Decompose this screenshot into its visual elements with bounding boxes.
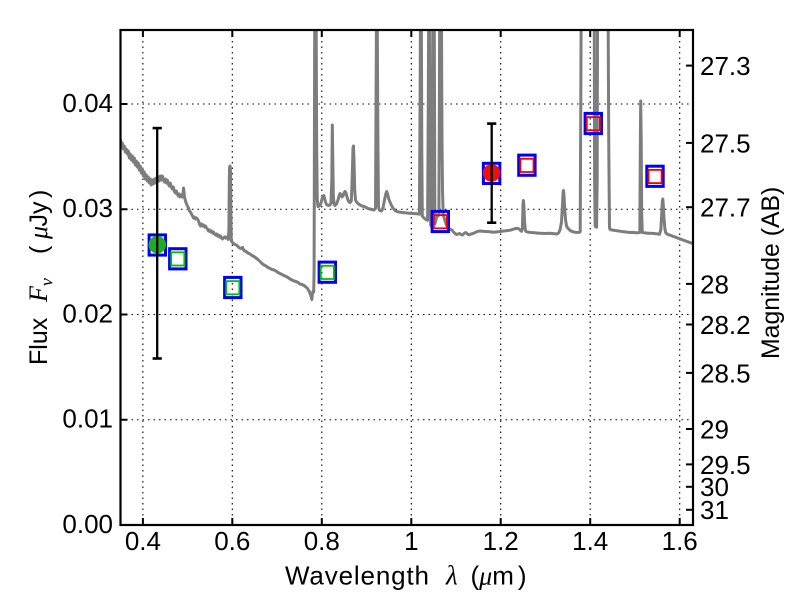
svg-text:0.4: 0.4	[125, 526, 161, 556]
svg-text:μ: μ	[24, 226, 53, 240]
svg-text:27.5: 27.5	[700, 128, 751, 158]
svg-text:28.2: 28.2	[700, 310, 751, 340]
svg-text:28.5: 28.5	[700, 358, 751, 388]
svg-text:0.6: 0.6	[214, 526, 250, 556]
svg-text:λ: λ	[445, 561, 458, 591]
svg-text:Jy: Jy	[25, 201, 53, 227]
svg-text:): )	[25, 190, 53, 198]
svg-text:Magnitude (AB): Magnitude (AB)	[758, 187, 785, 359]
svg-text:29.5: 29.5	[700, 450, 751, 480]
svg-text:1: 1	[404, 526, 418, 556]
svg-text:0.01: 0.01	[62, 404, 113, 434]
svg-text:0.00: 0.00	[62, 509, 113, 539]
svg-text:31: 31	[700, 495, 729, 525]
svg-text:30: 30	[700, 472, 729, 502]
svg-text:28: 28	[700, 269, 729, 299]
svg-text:0.03: 0.03	[62, 193, 113, 223]
svg-text:Wavelength: Wavelength	[285, 561, 430, 591]
svg-text:27.7: 27.7	[700, 193, 751, 223]
svg-text:29: 29	[700, 414, 729, 444]
svg-text:0.8: 0.8	[304, 526, 340, 556]
svg-text:(μm): (μm)	[471, 561, 527, 591]
svg-text:1.4: 1.4	[572, 526, 608, 556]
svg-text:1.6: 1.6	[662, 526, 698, 556]
svg-text:1.2: 1.2	[483, 526, 519, 556]
svg-text:27.3: 27.3	[700, 51, 751, 81]
svg-text:(: (	[25, 245, 53, 254]
svg-text:Flux: Flux	[25, 317, 53, 365]
svg-text:0.02: 0.02	[62, 298, 113, 328]
svg-text:0.04: 0.04	[62, 88, 113, 118]
